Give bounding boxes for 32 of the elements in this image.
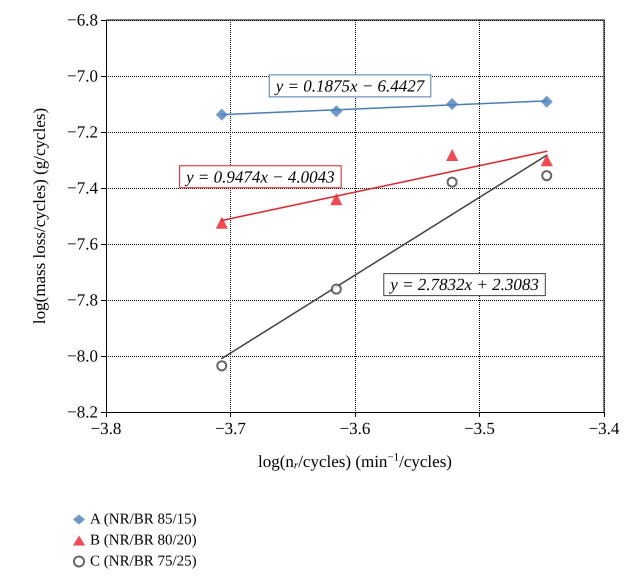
point bbox=[540, 154, 553, 166]
point bbox=[446, 98, 458, 110]
point bbox=[216, 216, 228, 229]
point bbox=[330, 284, 342, 295]
y-tick-label: −7.8 bbox=[67, 290, 98, 310]
annotation: y = 2.7832x + 2.3083 bbox=[388, 275, 539, 294]
annotation: y = 0.1875x − 6.4427 bbox=[274, 76, 426, 96]
point bbox=[330, 193, 342, 206]
x-tick-label: −3.8 bbox=[90, 419, 122, 438]
x-tick-label: −3.4 bbox=[588, 419, 620, 438]
legend-label: C (NR/BR 75/25) bbox=[90, 554, 197, 570]
point bbox=[216, 360, 228, 372]
y-tick-label: −6.8 bbox=[67, 10, 98, 30]
x-tick-label: −3.5 bbox=[464, 419, 495, 438]
point bbox=[446, 148, 458, 161]
y-axis-title: log(mass loss/cycles) (g/cycles) bbox=[30, 108, 49, 324]
legend-label: A (NR/BR 85/15) bbox=[90, 512, 197, 528]
annotation: y = 0.9474x − 4.0043 bbox=[184, 167, 335, 186]
y-tick-label: −7.0 bbox=[67, 66, 98, 86]
y-tick-label: −8.2 bbox=[67, 402, 98, 422]
point bbox=[330, 105, 342, 118]
y-tick-label: −7.4 bbox=[67, 178, 98, 198]
point bbox=[540, 96, 553, 108]
y-tick-label: −7.6 bbox=[67, 234, 98, 254]
point bbox=[216, 108, 228, 121]
x-tick-label: −3.7 bbox=[215, 419, 246, 438]
point bbox=[541, 170, 552, 182]
legend-label: B (NR/BR 80/20) bbox=[90, 532, 197, 548]
y-tick-label: −8.0 bbox=[67, 346, 98, 366]
y-tick-label: −7.2 bbox=[67, 122, 98, 142]
x-tick-label: −3.6 bbox=[340, 419, 370, 438]
point bbox=[446, 176, 458, 188]
